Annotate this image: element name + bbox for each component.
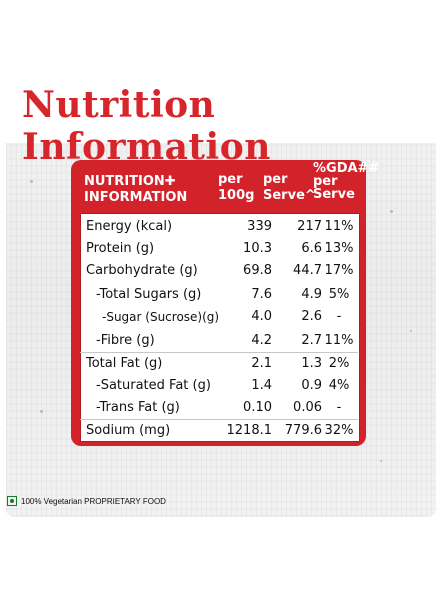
row-label: -Sugar (Sucrose)(g) — [102, 310, 220, 324]
row-label: Sodium (mg) — [86, 423, 171, 438]
value-per-serve: 6.6 — [301, 241, 322, 256]
table-row: Total Fat (g) 2.1 1.3 2% — [80, 352, 358, 375]
texture-dot — [40, 410, 43, 413]
table-row: -Fibre (g) 4.2 2.7 11% — [80, 330, 358, 352]
table-row: Sodium (mg) 1218.1 779.6 32% — [80, 419, 358, 442]
value-per-serve: 2.7 — [301, 333, 322, 348]
table-row: -Total Sugars (g) 7.6 4.9 5% — [80, 284, 358, 306]
row-label: Protein (g) — [86, 241, 155, 256]
header-gda: %GDA## per Serve — [313, 161, 380, 202]
footer-text: 100% Vegetarian PROPRIETARY FOOD — [21, 496, 166, 506]
value-gda: 5% — [328, 287, 350, 302]
value-gda: 17% — [324, 263, 354, 278]
value-per-100g: 69.8 — [243, 263, 272, 278]
value-gda: 4% — [328, 378, 350, 393]
value-gda: 11% — [324, 333, 354, 348]
header-per-serve: per Serve^ — [263, 172, 316, 203]
row-label: Carbohydrate (g) — [86, 263, 198, 278]
texture-dot — [380, 460, 382, 462]
value-per-serve: 44.7 — [293, 263, 322, 278]
page-title: Nutrition Information — [22, 84, 271, 168]
value-gda: - — [336, 400, 342, 415]
value-per-100g: 2.1 — [251, 356, 272, 371]
row-label: Total Fat (g) — [86, 356, 163, 371]
table-row: Energy (kcal) 339 217 11% — [80, 216, 358, 238]
value-gda: - — [336, 309, 342, 324]
row-label: -Fibre (g) — [96, 333, 155, 348]
veg-mark-icon — [7, 496, 17, 506]
value-per-100g: 0.10 — [243, 400, 272, 415]
value-per-serve: 217 — [297, 219, 322, 234]
value-per-100g: 4.2 — [251, 333, 272, 348]
table-row: -Saturated Fat (g) 1.4 0.9 4% — [80, 375, 358, 397]
texture-dot — [390, 210, 393, 213]
value-per-100g: 1218.1 — [226, 423, 273, 438]
header-nutrition-information: NUTRITION✚ INFORMATION — [84, 174, 188, 205]
value-per-100g: 4.0 — [251, 309, 272, 324]
value-per-serve: 4.9 — [301, 287, 322, 302]
value-per-100g: 339 — [247, 219, 272, 234]
texture-dot — [30, 180, 33, 183]
value-per-100g: 10.3 — [243, 241, 272, 256]
value-gda: 2% — [328, 356, 350, 371]
table-row: -Sugar (Sucrose)(g) 4.0 2.6 - — [80, 306, 358, 328]
table-row: -Trans Fat (g) 0.10 0.06 - — [80, 397, 358, 419]
value-gda: 11% — [324, 219, 354, 234]
value-per-serve: 1.3 — [301, 356, 322, 371]
package-top-band — [6, 71, 436, 143]
value-per-serve: 779.6 — [284, 423, 322, 438]
footer: 100% Vegetarian PROPRIETARY FOOD — [7, 496, 166, 506]
row-label: -Trans Fat (g) — [96, 400, 180, 415]
value-per-100g: 1.4 — [251, 378, 272, 393]
value-per-serve: 0.06 — [293, 400, 322, 415]
header-per-100g: per 100g — [218, 172, 255, 203]
value-per-serve: 0.9 — [301, 378, 322, 393]
row-label: -Saturated Fat (g) — [96, 378, 211, 393]
value-per-serve: 2.6 — [301, 309, 322, 324]
texture-dot — [410, 330, 412, 332]
row-label: -Total Sugars (g) — [96, 287, 202, 302]
nutrition-table — [80, 213, 360, 442]
value-per-100g: 7.6 — [251, 287, 272, 302]
table-row: Carbohydrate (g) 69.8 44.7 17% — [80, 260, 358, 282]
row-label: Energy (kcal) — [86, 219, 173, 234]
value-gda: 13% — [324, 241, 354, 256]
table-row: Protein (g) 10.3 6.6 13% — [80, 238, 358, 260]
value-gda: 32% — [324, 423, 354, 438]
